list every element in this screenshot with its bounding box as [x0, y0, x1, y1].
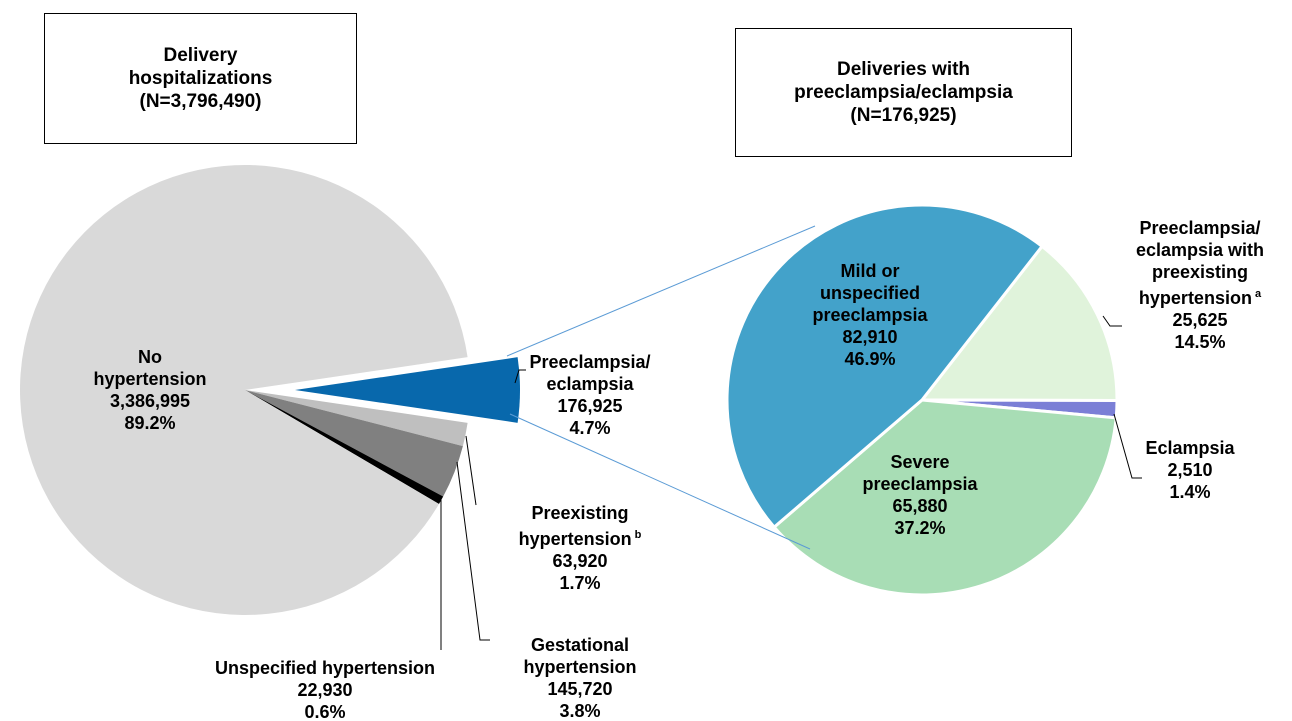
pie-slice: [245, 390, 463, 497]
category-text: Preexisting hypertension: [518, 503, 632, 549]
slice-percent: 4.7%: [569, 418, 611, 438]
slice-label: Preeclampsia/ eclampsia with preexisting…: [1128, 217, 1273, 353]
slice-label: Eclampsia 2,510 1.4%: [1130, 437, 1250, 503]
leader-lines: [440, 315, 1142, 650]
slice-label: No hypertension 3,386,995 89.2%: [90, 346, 210, 434]
chart-subtitle: (N=176,925): [850, 105, 957, 126]
slice-value: 176,925: [557, 396, 623, 416]
slice-percent: 1.4%: [1169, 482, 1211, 502]
footnote-marker: b: [634, 529, 642, 541]
slice-percent: 0.6%: [304, 702, 346, 721]
pie-slice: [918, 244, 1119, 402]
category-text: Eclampsia: [1145, 438, 1235, 458]
pie-slice: [725, 203, 1045, 530]
slice-value: 25,625: [1172, 310, 1228, 330]
pie-slice: [245, 390, 468, 447]
category-text: Preeclampsia/ eclampsia with preexisting…: [1135, 218, 1265, 308]
slice-value: 65,880: [892, 496, 948, 516]
slice-category: Eclampsia: [1130, 437, 1250, 459]
leader-line: [465, 435, 477, 506]
slice-value: 145,720: [547, 679, 613, 699]
slice-percent: 37.2%: [894, 518, 946, 538]
chart-subtitle: (N=3,796,490): [139, 91, 262, 112]
slice-label: Preexisting hypertension b 63,920 1.7%: [500, 502, 660, 594]
slice-percent: 1.7%: [559, 573, 601, 593]
category-text: No hypertension: [93, 347, 207, 389]
slice-value: 3,386,995: [109, 391, 191, 411]
slice-label: Unspecified hypertension 22,930 0.6%: [165, 657, 485, 721]
connector-line: [509, 413, 811, 550]
category-text: Severe preeclampsia: [862, 452, 978, 494]
category-text: Preeclampsia/ eclampsia: [529, 352, 651, 394]
slice-percent: 46.9%: [844, 349, 896, 369]
slice-label: Severe preeclampsia 65,880 37.2%: [855, 451, 985, 539]
slice-category: Preeclampsia/ eclampsia: [520, 351, 660, 395]
slice-label: Preeclampsia/ eclampsia 176,925 4.7%: [520, 351, 660, 439]
leader-line: [1102, 315, 1122, 327]
slice-value: 63,920: [552, 551, 608, 571]
category-text: Unspecified hypertension: [214, 658, 436, 678]
slice-category: Gestational hypertension: [500, 634, 660, 678]
slice-value: 22,930: [297, 680, 353, 700]
slice-value: 82,910: [842, 327, 898, 347]
slice-category: Preeclampsia/ eclampsia with preexisting…: [1128, 217, 1273, 309]
slice-category: Preexisting hypertension b: [500, 502, 660, 550]
slice-category: Severe preeclampsia: [855, 451, 985, 495]
slice-value: 2,510: [1167, 460, 1213, 480]
title-box: Delivery hospitalizations (N=3,796,490): [44, 13, 357, 144]
chart-title: Deliveries with preeclampsia/eclampsia: [794, 59, 1013, 103]
connector-line: [506, 225, 816, 357]
slice-label: Gestational hypertension 145,720 3.8%: [500, 634, 660, 721]
title-box: Deliveries with preeclampsia/eclampsia (N…: [735, 28, 1072, 157]
slice-category: Mild or unspecified preeclampsia: [805, 260, 935, 326]
leader-line: [514, 369, 526, 384]
chart-title: Delivery hospitalizations: [128, 45, 273, 89]
slice-category: Unspecified hypertension: [165, 657, 485, 679]
leader-line: [1113, 413, 1142, 479]
pie-slice: [245, 390, 444, 504]
leader-line: [456, 461, 490, 641]
pie-slice: [20, 165, 468, 615]
slice-category: No hypertension: [90, 346, 210, 390]
pie-slice: [772, 398, 1118, 597]
footnote-marker: a: [1254, 288, 1262, 300]
category-text: Gestational hypertension: [523, 635, 637, 677]
slice-percent: 14.5%: [1174, 332, 1226, 352]
pie-slice: [295, 357, 520, 423]
category-text: Mild or unspecified preeclampsia: [812, 261, 928, 325]
connectors: [506, 225, 816, 550]
slice-percent: 89.2%: [124, 413, 176, 433]
slice-percent: 3.8%: [559, 701, 601, 721]
slice-label: Mild or unspecified preeclampsia 82,910 46…: [805, 260, 935, 370]
